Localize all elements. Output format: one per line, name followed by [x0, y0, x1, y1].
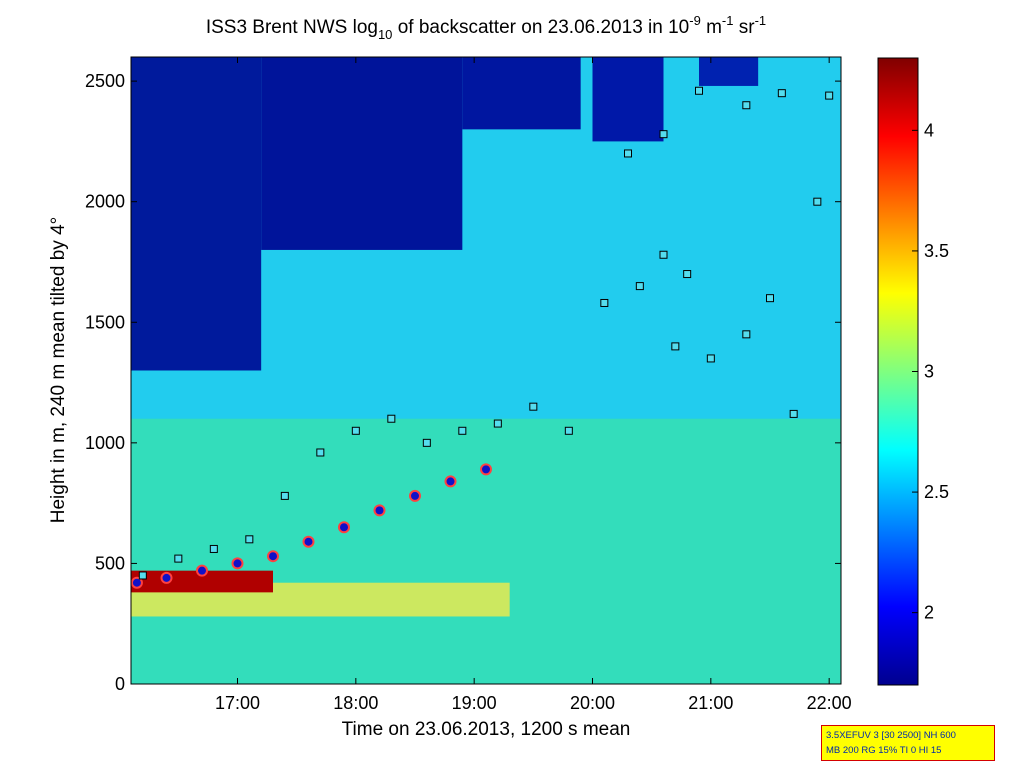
- far-right-dark-blue-region: [699, 57, 759, 86]
- mixing-layer-marker: [267, 550, 279, 563]
- layer-marker: [316, 448, 325, 457]
- mixing-layer-marker: [480, 463, 492, 476]
- x-tick-label: 18:00: [333, 693, 378, 713]
- x-axis-label: Time on 23.06.2013, 1200 s mean: [342, 719, 631, 740]
- layer-marker: [387, 414, 396, 423]
- y-tick-label: 1000: [85, 433, 125, 453]
- layer-marker: [777, 89, 786, 98]
- y-tick-label: 2500: [85, 71, 125, 91]
- mixing-layer-marker: [302, 535, 315, 548]
- colorbar-tick-label: 4: [924, 120, 934, 140]
- y-tick-label: 2000: [85, 192, 125, 212]
- colorbar-ticks: 2 2.5 3 3.5 4: [912, 120, 949, 623]
- layer-marker: [813, 197, 822, 206]
- layer-marker: [659, 250, 668, 259]
- low-dark-blue-region: [131, 57, 262, 371]
- layer-marker: [245, 535, 254, 544]
- y-axis: 0 500 1000 1500 2000 2500: [85, 71, 841, 694]
- x-axis: 17:00 18:00 19:00 20:00 21:00 22:00: [215, 57, 852, 713]
- layer-marker: [174, 554, 183, 563]
- colorbar-tick-label: 3.5: [924, 241, 949, 261]
- x-tick-label: 17:00: [215, 693, 260, 713]
- mixing-layer-marker: [409, 489, 421, 502]
- layer-marker: [825, 91, 834, 100]
- colorbar-tick-label: 2: [924, 603, 934, 623]
- layer-marker: [706, 354, 715, 363]
- y-tick-label: 1500: [85, 312, 125, 332]
- layer-marker: [209, 544, 218, 553]
- layer-marker: [683, 270, 692, 279]
- layer-marker: [695, 86, 703, 95]
- layer-marker: [742, 101, 751, 110]
- layer-marker: [742, 330, 751, 339]
- detected-layer-markers: [131, 86, 834, 589]
- mixing-layer-marker: [373, 504, 386, 517]
- y-axis-label: Height in m, 240 m mean tilted by 4°: [48, 217, 69, 523]
- mixing-layer-marker: [196, 564, 208, 577]
- mixing-layer-marker: [231, 557, 244, 570]
- chart-title: ISS3 Brent NWS log10 of backscatter on 2…: [206, 13, 766, 42]
- layer-marker: [564, 426, 573, 435]
- layer-marker: [766, 294, 774, 303]
- layer-marker: [635, 282, 644, 291]
- mixing-layer-marker: [444, 475, 457, 488]
- layer-marker: [138, 571, 147, 580]
- layer-marker: [659, 130, 668, 139]
- layer-marker: [280, 491, 289, 500]
- layer-marker: [422, 438, 431, 447]
- upper-dark-blue-region: [462, 57, 581, 130]
- heatmap-area: [131, 57, 841, 684]
- layer-marker: [493, 419, 502, 428]
- x-tick-label: 20:00: [570, 693, 615, 713]
- colorbar: [877, 57, 919, 686]
- layer-marker: [529, 402, 538, 411]
- layer-marker: [458, 426, 467, 435]
- layer-marker: [351, 426, 360, 435]
- y-tick-label: 500: [95, 553, 125, 573]
- mid-dark-blue-region: [261, 57, 463, 250]
- colorbar-tick-label: 3: [924, 362, 934, 382]
- mixing-layer-marker: [338, 521, 350, 534]
- layer-marker: [671, 342, 680, 351]
- x-tick-label: 19:00: [452, 693, 497, 713]
- mixing-layer-marker: [160, 571, 173, 584]
- layer-marker: [624, 149, 632, 158]
- colorbar-tick-label: 2.5: [924, 482, 949, 502]
- right-dark-blue-region: [592, 57, 664, 142]
- x-tick-label: 21:00: [688, 693, 733, 713]
- y-tick-label: 0: [115, 674, 125, 694]
- info-line-1: 3.5XEFUV 3 [30 2500] NH 600: [826, 730, 956, 741]
- mixing-layer-marker: [131, 576, 143, 589]
- parameter-info-box: 3.5XEFUV 3 [30 2500] NH 600 MB 200 RG 15…: [821, 725, 995, 761]
- info-line-2: MB 200 RG 15% TI 0 HI 15: [826, 745, 942, 756]
- layer-marker: [600, 298, 609, 307]
- plot-frame: [130, 56, 842, 685]
- x-tick-label: 22:00: [807, 693, 852, 713]
- layer-marker: [789, 409, 798, 418]
